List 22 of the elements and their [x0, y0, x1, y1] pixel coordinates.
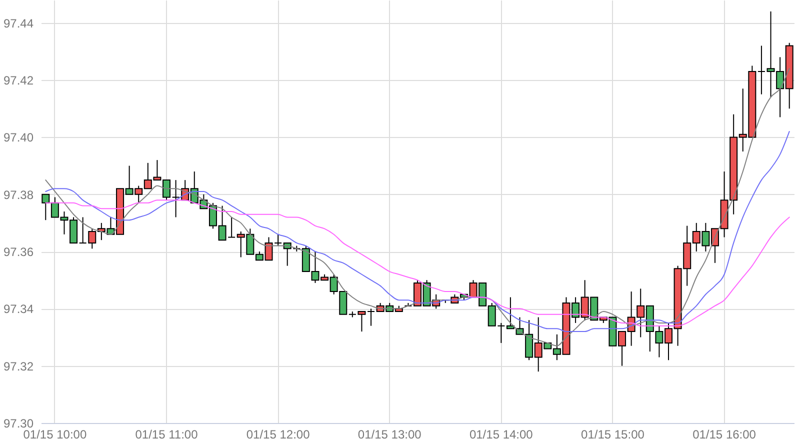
candlestick	[172, 180, 180, 218]
candlestick	[404, 302, 412, 306]
line-series	[45, 130, 790, 332]
y-tick-label: 97.36	[3, 245, 34, 260]
y-tick-label: 97.38	[3, 188, 34, 202]
line-series	[45, 68, 790, 346]
y-tick-label: 97.44	[3, 16, 34, 30]
y-tick-label: 97.40	[3, 130, 34, 145]
x-tick-label: 01/15 12:00	[246, 428, 310, 442]
x-tick-label: 01/15 15:00	[581, 428, 645, 442]
y-tick-label: 97.32	[3, 359, 34, 374]
y-tick-label: 97.34	[3, 302, 34, 316]
x-tick-label: 01/15 14:00	[469, 428, 534, 442]
y-tick-label: 97.30	[3, 416, 34, 430]
x-tick-label: 01/15 11:00	[135, 428, 198, 442]
x-tick-label: 01/15 13:00	[358, 428, 422, 442]
x-tick-label: 01/15 16:00	[692, 428, 756, 442]
candlestick	[367, 308, 376, 326]
candlestick	[42, 194, 50, 221]
y-tick-label: 97.42	[3, 74, 34, 88]
x-tick-label: 01/15 10:00	[23, 428, 87, 442]
candlestick	[757, 45, 766, 95]
